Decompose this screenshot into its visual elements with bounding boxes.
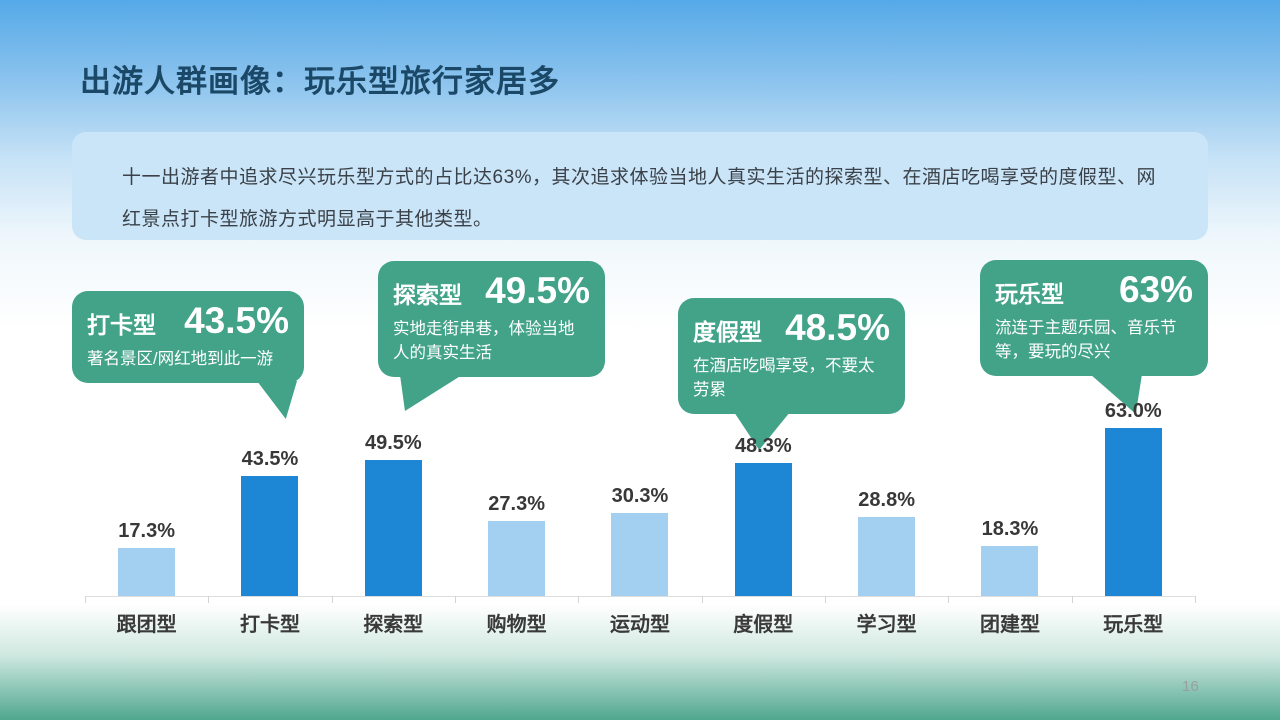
bar [241,476,299,596]
bar [611,512,669,596]
callout-wanle: 玩乐型 63% 流连于主题乐园、音乐节等，要玩的尽兴 [980,260,1208,414]
callout-value: 48.5% [785,307,890,348]
bar-category-label: 打卡型 [239,614,300,636]
callout-title: 度假型 [693,319,762,345]
bar-value-label: 63.0% [1104,400,1162,422]
bar-value-label: 17.3% [118,520,176,543]
callout-desc: 流连于主题乐园、音乐节等，要玩的尽兴 [995,319,1177,361]
bar [734,463,792,596]
bar [488,520,546,596]
bar-category-label: 跟团型 [116,614,177,636]
bar-category-label: 学习型 [856,614,917,636]
bar-category-label: 运动型 [609,614,670,636]
bar-category-label: 度假型 [733,614,794,636]
bar-value-label: 27.3% [488,492,545,515]
bar-column: 48.3% [702,400,825,596]
x-axis-tick [455,596,456,603]
x-axis-tick [1195,596,1196,603]
x-axis-tick [701,596,703,603]
page-number: 16 [1182,678,1199,695]
callout-title: 玩乐型 [995,281,1064,307]
callout-title-row: 玩乐型 63% [995,268,1193,316]
callout-title: 打卡型 [87,312,156,338]
x-axis-tick [331,596,333,603]
page-title: 出游人群画像：玩乐型旅行家居多 [80,64,560,99]
x-axis-tick [85,596,86,603]
bar-value-label: 18.3% [981,517,1039,540]
bar-column: 63.0% [1072,400,1195,596]
bar [981,545,1039,596]
bar [118,548,176,596]
callout-desc: 实地走街串巷，体验当地人的真实生活 [393,320,575,362]
callout-tansuo: 探索型 49.5% 实地走街串巷，体验当地人的真实生活 [378,261,605,411]
bar-column: 17.3% [85,400,208,596]
x-axis-line [85,596,1195,597]
callout-value: 43.5% [184,300,289,341]
bar-category-label: 购物型 [486,614,547,636]
callout-value: 49.5% [485,270,590,311]
category-labels-row: 跟团型 打卡型 探索型 购物型 运动型 度假型 学习型 团建型 玩乐型 [85,608,1195,637]
bars-row: 17.3% 43.5% 49.5% 27.3% 30.3% 48.3% 28.8% 18.3%… [85,400,1195,596]
bar-value-label: 30.3% [611,484,669,507]
bar-column: 18.3% [948,400,1071,596]
bar-value-label: 43.5% [241,448,299,471]
bar-chart: 17.3% 43.5% 49.5% 27.3% 30.3% 48.3% 28.8% 18.3%… [85,400,1196,640]
callout-title-row: 打卡型 43.5% [87,299,289,347]
x-axis-tick [825,596,826,603]
bar-column: 28.8% [825,400,948,596]
bar-value-label: 28.8% [858,488,915,511]
summary-box: 十一出游者中追求尽兴玩乐型方式的占比达63%，其次追求体验当地人真实生活的探索型… [72,132,1208,240]
callout-title-row: 度假型 48.5% [693,306,890,354]
bar-column: 27.3% [455,400,578,596]
callout-title: 探索型 [393,282,462,308]
callout-value: 63% [1118,269,1193,310]
x-axis-tick [208,596,210,603]
bar-value-label: 49.5% [364,431,422,454]
bar-column: 43.5% [208,400,331,596]
bar-column: 30.3% [578,400,701,596]
bar [364,459,422,596]
summary-text: 十一出游者中追求尽兴玩乐型方式的占比达63%，其次追求体验当地人真实生活的探索型… [122,167,1157,230]
bar [1104,428,1162,596]
bar-column: 49.5% [332,400,455,596]
bar [858,516,916,596]
x-axis-tick [1071,596,1073,603]
bar-category-label: 玩乐型 [1103,614,1164,636]
callout-dujia: 度假型 48.5% 在酒店吃喝享受，不要太劳累 [678,298,905,450]
bar-category-label: 探索型 [363,614,424,636]
x-axis-tick [948,596,950,603]
callout-daka: 打卡型 43.5% 著名景区/网红地到此一游 [72,291,304,419]
bar-category-label: 团建型 [979,614,1040,636]
callout-title-row: 探索型 49.5% [393,269,590,317]
x-axis-tick [578,596,580,603]
bar-value-label: 48.3% [734,435,792,458]
callout-desc: 在酒店吃喝享受，不要太劳累 [693,357,875,399]
callout-desc: 著名景区/网红地到此一游 [87,350,274,368]
